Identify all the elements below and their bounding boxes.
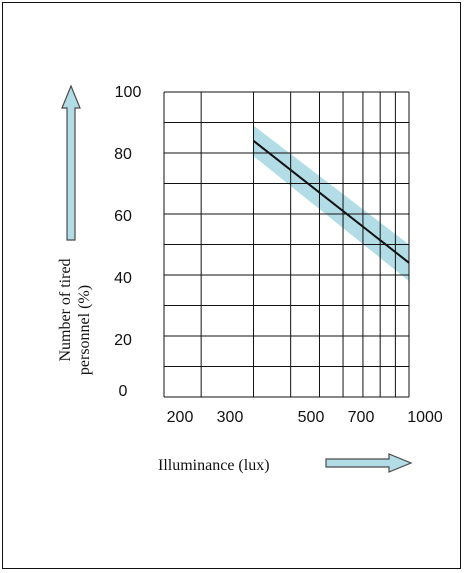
y-tick-label-0: 0 [119, 383, 128, 400]
y-axis-label-line2: personnel (%) [76, 285, 93, 375]
series-line [252, 140, 410, 264]
x-axis-arrow-icon [325, 453, 413, 473]
x-tick-label-300: 300 [217, 409, 244, 426]
y-tick-label-60: 60 [114, 208, 132, 225]
confidence-band [253, 125, 409, 282]
x-tick-label-500: 500 [298, 409, 325, 426]
y-axis-label-line1: Number of tired [57, 258, 74, 361]
x-tick-label-700: 700 [348, 409, 375, 426]
y-tick-label-40: 40 [114, 270, 132, 287]
x-tick-label-200: 200 [167, 409, 194, 426]
y-tick-label-20: 20 [114, 332, 132, 349]
x-tick-label-1000: 1000 [407, 409, 443, 426]
y-tick-label-100: 100 [115, 84, 142, 101]
y-tick-label-80: 80 [114, 146, 132, 163]
x-axis-label: Illuminance (lux) [158, 457, 270, 474]
figure-frame [2, 2, 461, 569]
y-axis-arrow-icon [61, 84, 81, 241]
